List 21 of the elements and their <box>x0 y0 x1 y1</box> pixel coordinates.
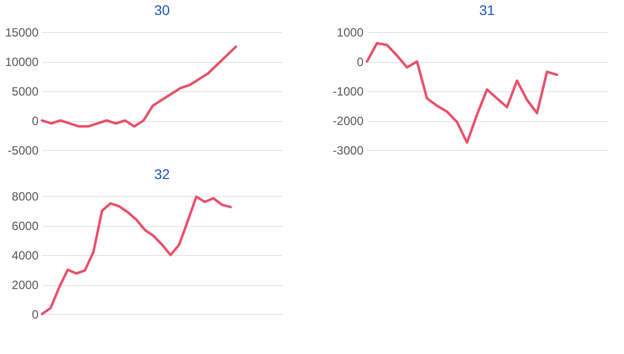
y-tick-label: -1000 <box>332 84 364 98</box>
line-series <box>40 46 238 128</box>
y-tick-label: 6000 <box>12 219 39 233</box>
y-tick-label: 0 <box>356 55 364 69</box>
chart-title: 30 <box>154 2 170 18</box>
y-tick-label: -2000 <box>332 114 364 128</box>
line-series <box>40 195 232 316</box>
line-series <box>366 42 558 144</box>
y-tick-label: 8000 <box>12 190 39 204</box>
y-tick-label: 2000 <box>12 278 39 292</box>
y-tick-label: 5000 <box>12 84 39 98</box>
y-tick-label: -5000 <box>8 144 39 158</box>
y-tick-label: -3000 <box>332 144 364 158</box>
chart-title: 32 <box>154 166 170 182</box>
y-tick-label: 0 <box>32 308 39 322</box>
y-tick-label: 0 <box>32 114 39 128</box>
y-tick-label: 15000 <box>5 26 39 40</box>
y-tick-label: 4000 <box>12 248 39 262</box>
y-tick-label: 10000 <box>5 55 39 69</box>
y-tick-label: 1000 <box>336 26 364 40</box>
chart-title: 31 <box>479 2 495 18</box>
